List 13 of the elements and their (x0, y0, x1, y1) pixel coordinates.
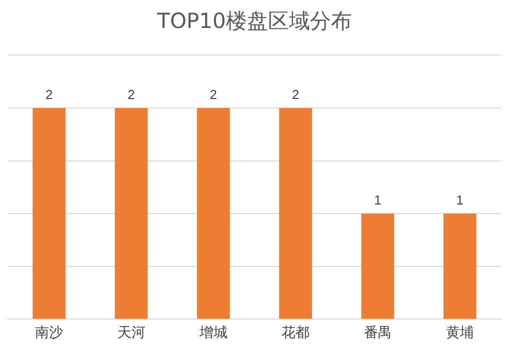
chart-title: TOP10楼盘区域分布 (156, 9, 352, 34)
x-tick-label: 天河 (117, 325, 146, 342)
x-tick-label: 黄埔 (446, 325, 474, 342)
x-tick-label: 南沙 (35, 325, 64, 342)
data-label: 2 (128, 87, 135, 102)
data-label: 2 (292, 87, 300, 102)
x-tick-label: 花都 (282, 325, 310, 342)
data-label: 1 (374, 192, 382, 208)
data-label: 2 (45, 87, 53, 102)
x-tick-label: 增城 (198, 325, 228, 342)
x-tick-label: 番禺 (364, 325, 392, 342)
data-label: 1 (456, 192, 464, 208)
data-label: 2 (210, 87, 218, 102)
